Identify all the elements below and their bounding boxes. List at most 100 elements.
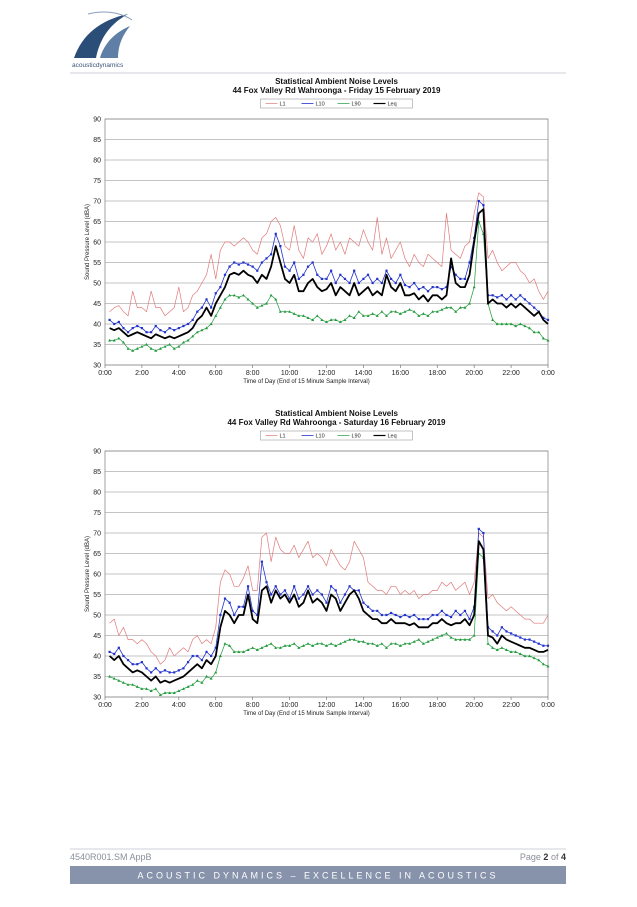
point-marker (131, 349, 135, 352)
point-marker (311, 593, 314, 596)
chart-subtitle: 44 Fox Valley Rd Wahroonga - Friday 15 F… (233, 86, 441, 95)
point-marker (421, 642, 425, 645)
point-marker (145, 687, 149, 690)
point-marker (246, 263, 250, 266)
point-marker (260, 303, 264, 307)
point-marker (246, 297, 250, 301)
point-marker (519, 294, 522, 297)
x-tick-label: 20:00 (465, 702, 483, 709)
point-marker (205, 326, 209, 330)
point-marker (159, 671, 162, 674)
point-marker (334, 281, 337, 285)
y-tick-label: 30 (93, 363, 101, 370)
point-marker (210, 654, 213, 658)
point-marker (491, 318, 495, 321)
point-marker (136, 324, 139, 328)
point-marker (417, 314, 421, 317)
y-tick-label: 35 (93, 342, 101, 349)
point-marker (449, 306, 453, 309)
point-marker (532, 656, 536, 660)
point-marker (200, 306, 204, 309)
point-marker (145, 342, 149, 346)
point-marker (292, 312, 296, 315)
point-marker (413, 281, 416, 285)
x-axis-label: Time of Day (End of 15 Minute Sample Int… (243, 711, 370, 717)
point-marker (514, 650, 518, 653)
point-marker (371, 312, 375, 315)
point-marker (357, 281, 360, 285)
point-marker (251, 646, 255, 649)
point-marker (242, 261, 245, 264)
point-marker (168, 327, 171, 330)
point-marker (496, 296, 499, 299)
point-marker (334, 589, 337, 592)
x-tick-label: 0:00 (541, 370, 555, 377)
point-marker (283, 589, 287, 592)
y-tick-label: 30 (93, 695, 101, 702)
point-marker (154, 324, 157, 328)
point-marker (435, 635, 439, 639)
point-marker (412, 640, 416, 643)
point-marker (283, 644, 287, 647)
y-tick-label: 70 (93, 531, 101, 538)
point-marker (228, 265, 231, 268)
point-marker (325, 644, 328, 647)
point-marker (181, 340, 185, 344)
point-marker (532, 330, 536, 334)
point-marker (495, 648, 499, 651)
y-tick-label: 80 (93, 490, 101, 497)
point-marker (117, 646, 120, 649)
point-marker (444, 306, 448, 309)
point-marker (463, 609, 467, 612)
y-tick-label: 35 (93, 674, 101, 681)
point-marker (408, 615, 411, 619)
x-tick-label: 20:00 (465, 370, 483, 377)
point-marker (260, 646, 264, 649)
point-marker (403, 283, 407, 287)
y-tick-label: 90 (93, 117, 101, 124)
point-marker (523, 654, 527, 658)
point-marker (338, 320, 342, 324)
x-tick-label: 16:00 (392, 370, 410, 377)
point-marker (283, 265, 287, 268)
point-marker (154, 667, 157, 670)
point-marker (504, 322, 508, 326)
point-marker (195, 679, 199, 682)
page-of: of (551, 852, 559, 862)
point-marker (182, 667, 185, 670)
y-tick-label: 80 (93, 158, 101, 165)
point-marker (209, 322, 213, 326)
y-axis-label: Sound Pressure Level (dBA) (85, 204, 91, 280)
point-marker (163, 669, 167, 672)
point-marker (426, 618, 430, 621)
point-marker (325, 277, 328, 280)
point-marker (366, 314, 370, 317)
point-marker (421, 312, 425, 315)
point-marker (509, 294, 513, 297)
point-marker (233, 613, 236, 617)
point-marker (140, 327, 144, 330)
point-marker (163, 331, 167, 334)
point-marker (209, 676, 213, 680)
point-marker (440, 308, 444, 311)
point-marker (500, 626, 503, 629)
logo: acousticdynamics (72, 11, 133, 69)
logo-mark (100, 26, 130, 58)
point-marker (482, 531, 485, 535)
point-marker (320, 277, 323, 280)
point-marker (399, 615, 402, 619)
point-marker (408, 286, 411, 289)
point-marker (491, 294, 494, 297)
point-marker (389, 642, 393, 645)
point-marker (301, 644, 305, 647)
point-marker (191, 334, 195, 338)
point-marker (362, 277, 365, 280)
point-marker (108, 338, 112, 342)
point-marker (112, 338, 116, 342)
point-marker (482, 204, 485, 207)
point-marker (472, 633, 476, 637)
point-marker (505, 298, 508, 301)
point-marker (113, 322, 116, 326)
